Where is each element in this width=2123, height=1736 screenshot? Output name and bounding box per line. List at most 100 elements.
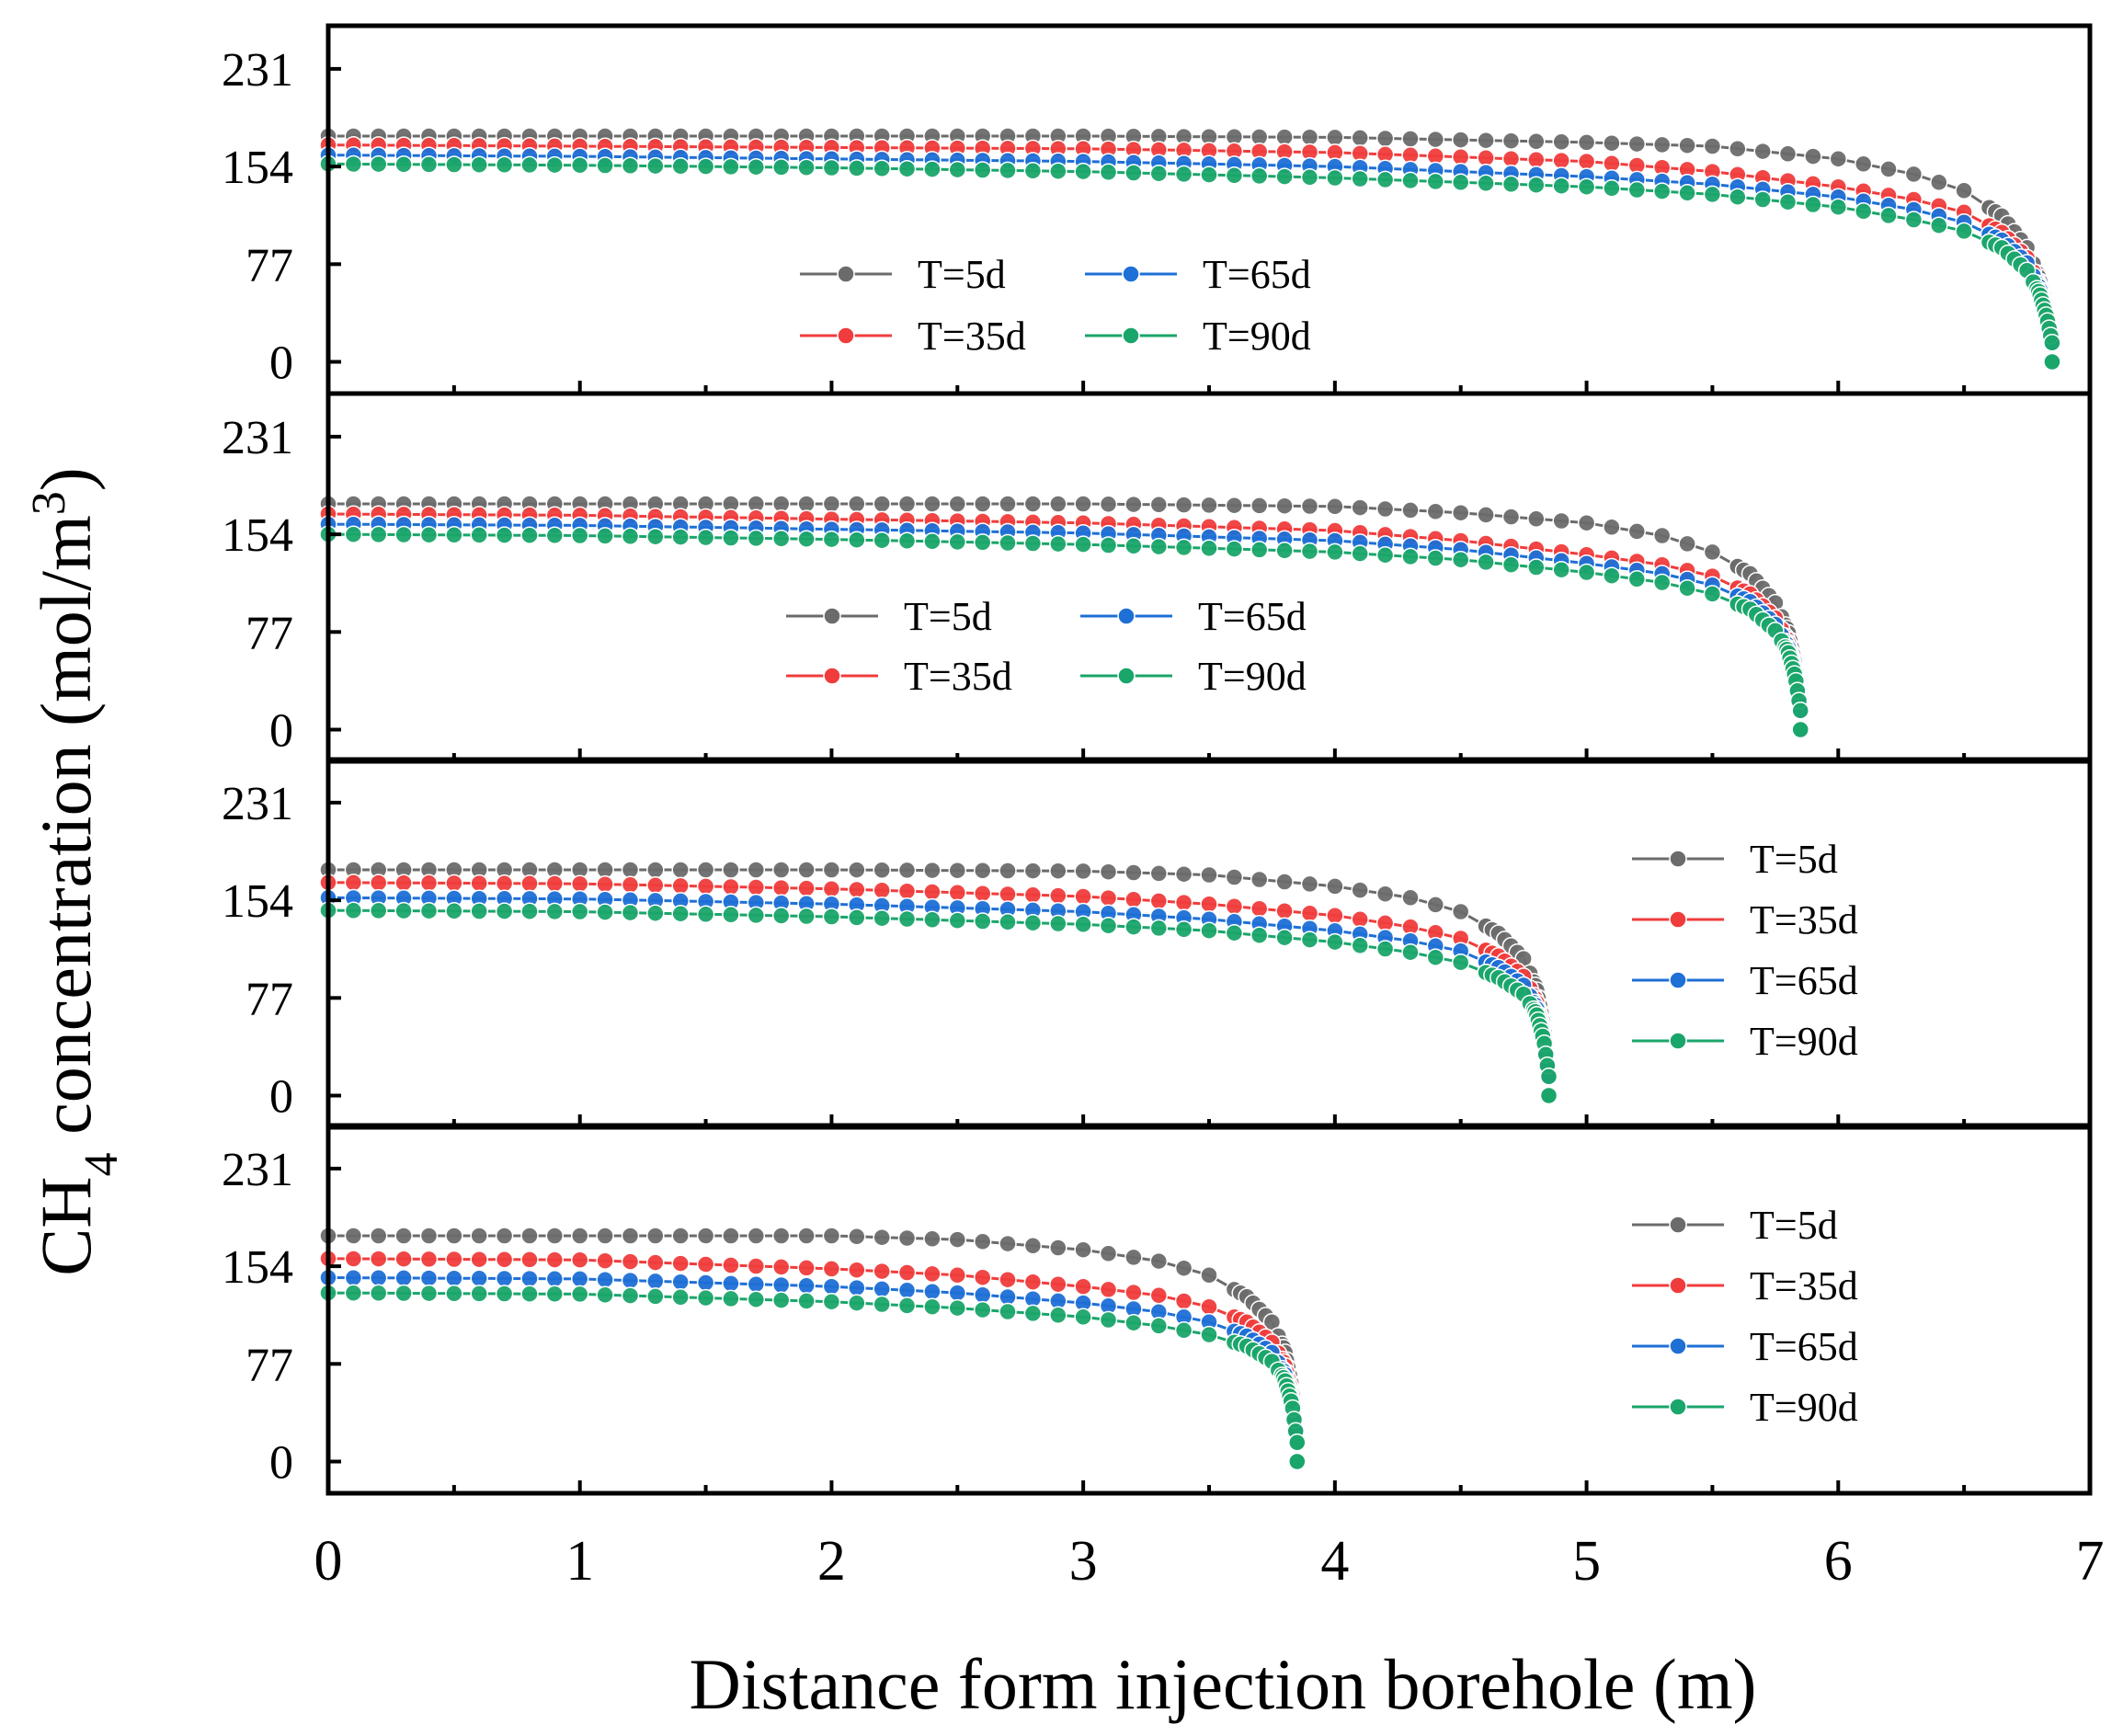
data-point [1074,162,1092,181]
data-point [747,1227,766,1245]
data-point [1049,914,1067,933]
data-point [1225,923,1244,942]
data-point [923,532,942,551]
legend-label: T=90d [1198,654,1307,699]
data-point [596,903,614,921]
data-point [1778,192,1798,211]
data-point [1678,534,1696,554]
data-point [596,1251,614,1270]
data-point [1791,702,1809,720]
data-point [545,526,565,545]
data-point [797,861,816,879]
x-tick-label: 5 [1572,1530,1601,1593]
data-point [1854,154,1873,174]
data-point [419,1227,439,1245]
data-point [1174,1259,1193,1277]
data-point [646,876,665,895]
data-point [1577,563,1596,582]
legend-item-t-65d: T=65d [1632,1324,1858,1369]
data-point [495,1285,514,1303]
data-point [1300,542,1319,561]
data-point [1124,1283,1143,1302]
data-point [1703,185,1722,204]
data-point [671,1227,690,1245]
data-point [696,157,715,176]
data-point [948,884,967,902]
data-point [848,1278,866,1297]
data-point [948,1298,967,1318]
data-point [1375,129,1395,148]
data-point [495,155,514,175]
data-point [1149,864,1169,883]
data-point [545,1285,565,1304]
data-point [1149,496,1169,514]
data-point [1426,130,1445,149]
data-point [596,1270,614,1289]
data-point [848,159,866,177]
data-point [621,875,640,895]
data-point [1326,168,1344,188]
data-point [923,910,942,930]
legend-label: T=90d [1750,1385,1858,1430]
data-point [1074,1277,1092,1296]
data-point [1552,151,1570,170]
data-point [722,877,740,897]
data-point [344,1268,363,1287]
data-point [1401,501,1420,520]
data-point [1477,553,1495,572]
legend-item-t-35d: T=35d [786,654,1012,699]
data-point [1778,144,1798,164]
data-point [897,909,917,929]
data-point [923,1282,942,1301]
legend-marker [1122,265,1140,283]
data-point [646,1253,665,1272]
data-point [545,155,565,175]
data-point [646,156,665,176]
data-point [646,1272,665,1291]
data-point [948,160,967,179]
data-point [822,495,841,513]
data-point [1603,179,1621,198]
data-point [1375,885,1395,903]
data-point [771,1275,791,1295]
data-point [696,528,715,547]
data-point [973,495,992,513]
data-point [848,1228,866,1246]
data-point [394,1250,413,1268]
series-t-90d [319,1284,1307,1452]
data-point [973,1268,992,1286]
data-point [1023,162,1043,180]
data-point [722,1274,740,1293]
data-point [696,905,715,924]
data-point [999,161,1017,180]
data-point [1200,921,1218,940]
data-point [696,1255,715,1273]
data-point [848,1261,866,1279]
data-point [1225,868,1244,886]
data-point [1225,540,1244,558]
data-point [1049,534,1067,554]
data-point [1250,899,1269,918]
x-tick-label: 6 [1824,1530,1853,1593]
data-point [1603,518,1621,537]
data-point [344,1284,363,1302]
data-point [646,527,665,546]
data-point [520,1227,539,1245]
data-point [1753,142,1772,161]
data-point [369,1227,388,1245]
data-point [1250,497,1269,515]
data-point [747,157,766,177]
y-tick-label: 231 [222,778,293,830]
data-point [797,1276,816,1296]
data-point [1300,874,1319,894]
data-point [1174,920,1193,939]
data-point [848,880,866,899]
legend-item-t-5d: T=5d [786,594,992,639]
data-point [545,1251,565,1269]
data-point [1124,164,1143,182]
data-point [419,525,439,544]
legend-marker [823,607,841,625]
legend-marker [1669,971,1687,989]
data-point [999,1234,1017,1253]
